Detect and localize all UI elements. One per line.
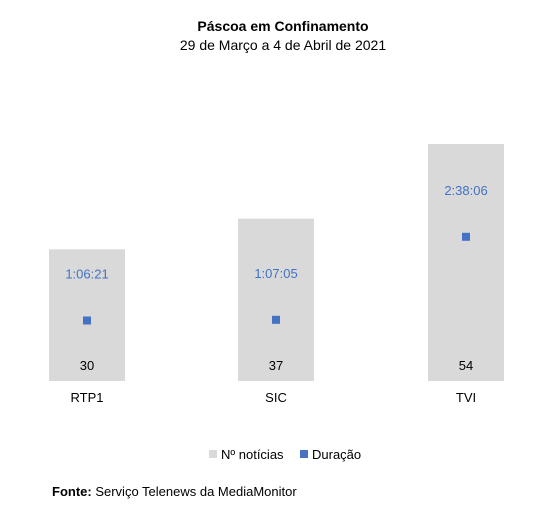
x-tick-label: SIC — [265, 390, 287, 405]
bar-value-label: 37 — [269, 358, 283, 373]
legend-label-duracao: Duração — [312, 447, 361, 462]
duration-value-label: 1:06:21 — [65, 266, 108, 281]
source-note: Fonte: Serviço Telenews da MediaMonitor — [52, 484, 297, 499]
legend: Nº notícias Duração — [209, 447, 361, 462]
bar-value-label: 54 — [459, 358, 473, 373]
x-tick-label: TVI — [456, 390, 476, 405]
chart-subtitle: 29 de Março a 4 de Abril de 2021 — [180, 37, 386, 53]
bar-rtp1 — [49, 249, 125, 381]
bar-tvi — [428, 144, 504, 381]
bar-sic — [238, 218, 314, 381]
duration-point-rtp1 — [83, 316, 91, 325]
legend-label-noticias: Nº notícias — [221, 447, 284, 462]
plot-area: 30 1:06:21 RTP1 37 1:07:05 SIC 54 2:38:06 TVI — [49, 144, 504, 405]
legend-swatch-duracao — [300, 450, 308, 458]
duration-point-sic — [272, 315, 280, 324]
duration-value-label: 1:07:05 — [254, 266, 297, 281]
chart-title: Páscoa em Confinamento — [197, 18, 368, 34]
duration-point-tvi — [462, 232, 470, 241]
x-tick-label: RTP1 — [71, 390, 104, 405]
source-text: Serviço Telenews da MediaMonitor — [91, 484, 297, 499]
legend-swatch-noticias — [209, 450, 217, 458]
bar-value-label: 30 — [80, 358, 94, 373]
duration-value-label: 2:38:06 — [444, 183, 487, 198]
source-label: Fonte: — [52, 484, 92, 499]
